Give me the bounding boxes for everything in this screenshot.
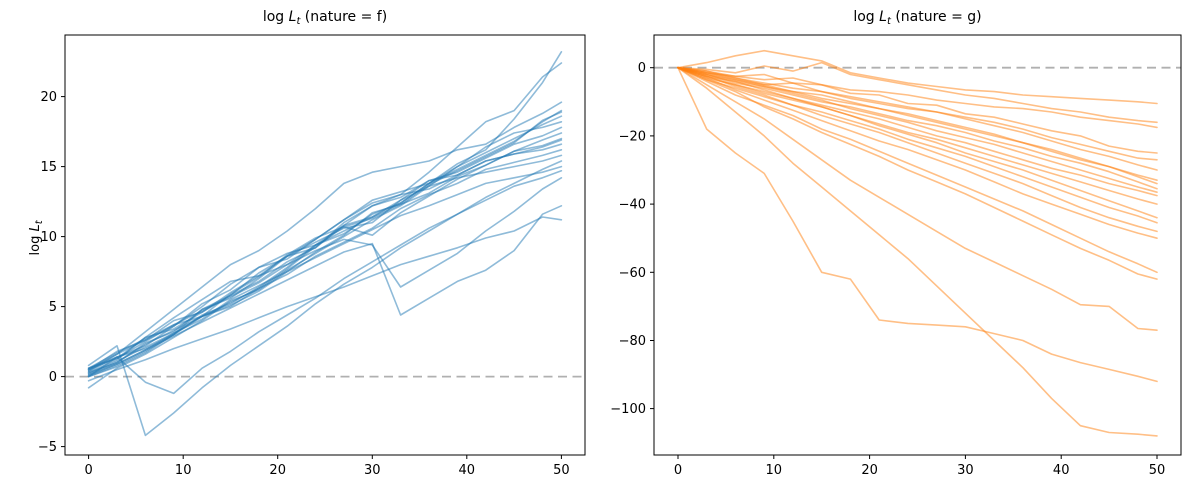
- trajectory-line: [677, 66, 1158, 185]
- trajectory-line: [677, 66, 1158, 190]
- y-tick-label: −40: [619, 198, 646, 213]
- trajectory-line: [87, 143, 563, 378]
- ylabel-sub: t: [34, 220, 45, 225]
- x-tick-label: 20: [861, 463, 878, 478]
- title-rest: (nature = g): [890, 9, 982, 25]
- y-tick-label: 20: [40, 90, 57, 105]
- x-tick-label: 30: [957, 463, 974, 478]
- trajectory-line: [677, 66, 1158, 197]
- title-rest: (nature = f): [300, 9, 388, 25]
- y-tick-label: 0: [49, 370, 57, 385]
- x-tick-label: 40: [459, 463, 476, 478]
- x-tick-label: 10: [175, 463, 192, 478]
- x-tick-label: 0: [84, 463, 92, 478]
- trajectory-line: [677, 66, 1158, 332]
- y-tick-label: −100: [610, 402, 646, 417]
- trajectory-line: [677, 49, 1158, 105]
- trajectory-line: [87, 101, 563, 372]
- x-tick-label: 0: [674, 463, 682, 478]
- trajectory-line: [677, 66, 1158, 219]
- trajectory-line: [677, 66, 1158, 383]
- trajectory-line: [677, 66, 1158, 205]
- trajectory-line: [87, 177, 563, 370]
- trajectory-line: [87, 205, 563, 377]
- trajectory-line: [677, 66, 1158, 233]
- trajectory-line: [87, 139, 563, 371]
- trajectory-line: [677, 66, 1158, 171]
- y-tick-label: −5: [38, 440, 57, 455]
- trajectory-line: [677, 66, 1158, 154]
- y-tick-label: 15: [40, 160, 57, 175]
- panel-right: 0 10 20 30 40 50 0 −20 −40 −60 −80 −100: [610, 34, 1182, 478]
- x-tick-label: 50: [1149, 463, 1166, 478]
- y-tick-label: −20: [619, 129, 646, 144]
- trajectory-line: [87, 160, 563, 437]
- title-var: L: [879, 9, 887, 25]
- title-log: log: [853, 9, 880, 25]
- x-tick-label: 50: [553, 463, 570, 478]
- trajectory-line: [87, 111, 563, 378]
- trajectory-line: [677, 66, 1158, 129]
- trajectory-line: [87, 165, 563, 375]
- trajectory-line: [87, 154, 563, 371]
- title-sub: t: [296, 16, 301, 27]
- trajectory-line: [677, 66, 1158, 280]
- y-tick-label: 0: [638, 61, 646, 76]
- trajectory-line: [87, 216, 563, 382]
- y-axis-label: log Lt: [13, 220, 60, 272]
- trajectory-line: [87, 132, 563, 377]
- x-tick-label: 10: [766, 463, 783, 478]
- trajectory-line: [87, 126, 563, 374]
- x-tick-label: 40: [1053, 463, 1070, 478]
- panel-right-title: log Lt (nature = g): [654, 7, 1181, 27]
- trajectory-line: [677, 66, 1158, 224]
- trajectory-line: [677, 66, 1158, 193]
- trajectory-line: [87, 149, 563, 374]
- x-tick-label: 30: [364, 463, 381, 478]
- y-tick-label: 5: [49, 300, 57, 315]
- y-tick-label: 10: [40, 230, 57, 245]
- trajectory-line: [677, 66, 1158, 239]
- panel-left-title: log Lt (nature = f): [65, 7, 585, 27]
- plot-area-right: 0 10 20 30 40 50 0 −20 −40 −60 −80 −100: [610, 34, 1182, 478]
- axes-spines: [64, 34, 586, 456]
- trajectory-line: [677, 66, 1158, 437]
- title-var: L: [288, 9, 297, 25]
- trajectory-line: [677, 61, 1158, 124]
- axes-spines: [653, 34, 1182, 456]
- x-tick-label: 20: [269, 463, 286, 478]
- trajectory-line: [87, 50, 563, 371]
- y-tick-label: −60: [619, 266, 646, 281]
- plot-area-left: 0 10 20 30 40 50 −5 0 5 10 15 20: [38, 34, 586, 478]
- title-sub: t: [886, 16, 891, 27]
- y-tick-label: −80: [619, 334, 646, 349]
- title-log: log: [262, 9, 289, 25]
- panel-left: 0 10 20 30 40 50 −5 0 5 10 15 20: [38, 34, 586, 478]
- trajectory-line: [87, 170, 563, 395]
